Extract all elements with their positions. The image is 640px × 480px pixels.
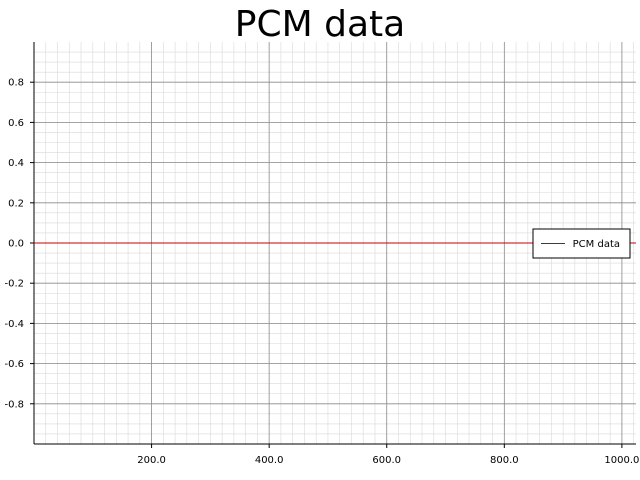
- y-tick-label: 0.6: [8, 118, 24, 129]
- legend-label: PCM data: [573, 239, 620, 250]
- x-tick-label: 400.0: [255, 455, 284, 466]
- y-tick-label: -0.4: [4, 319, 24, 330]
- y-tick-label: 0.2: [8, 198, 24, 209]
- x-tick-label: 200.0: [137, 455, 166, 466]
- x-tick-label: 1000.0: [604, 455, 639, 466]
- chart-title: PCM data: [234, 4, 406, 45]
- x-tick-label: 800.0: [490, 455, 519, 466]
- tick-labels: 200.0 400.0 600.0 800.0 1000.0 0.8 0.6 0.4 0.2 0.…: [4, 78, 639, 466]
- y-tick-label: -0.2: [4, 279, 24, 290]
- x-tick-label: 600.0: [372, 455, 401, 466]
- y-tick-label: 0.4: [8, 158, 24, 169]
- legend: PCM data: [532, 228, 631, 259]
- y-tick-label: -0.6: [4, 359, 24, 370]
- y-tick-label: 0.8: [8, 78, 24, 89]
- y-tick-label: -0.8: [4, 399, 24, 410]
- y-tick-label: 0.0: [8, 239, 24, 250]
